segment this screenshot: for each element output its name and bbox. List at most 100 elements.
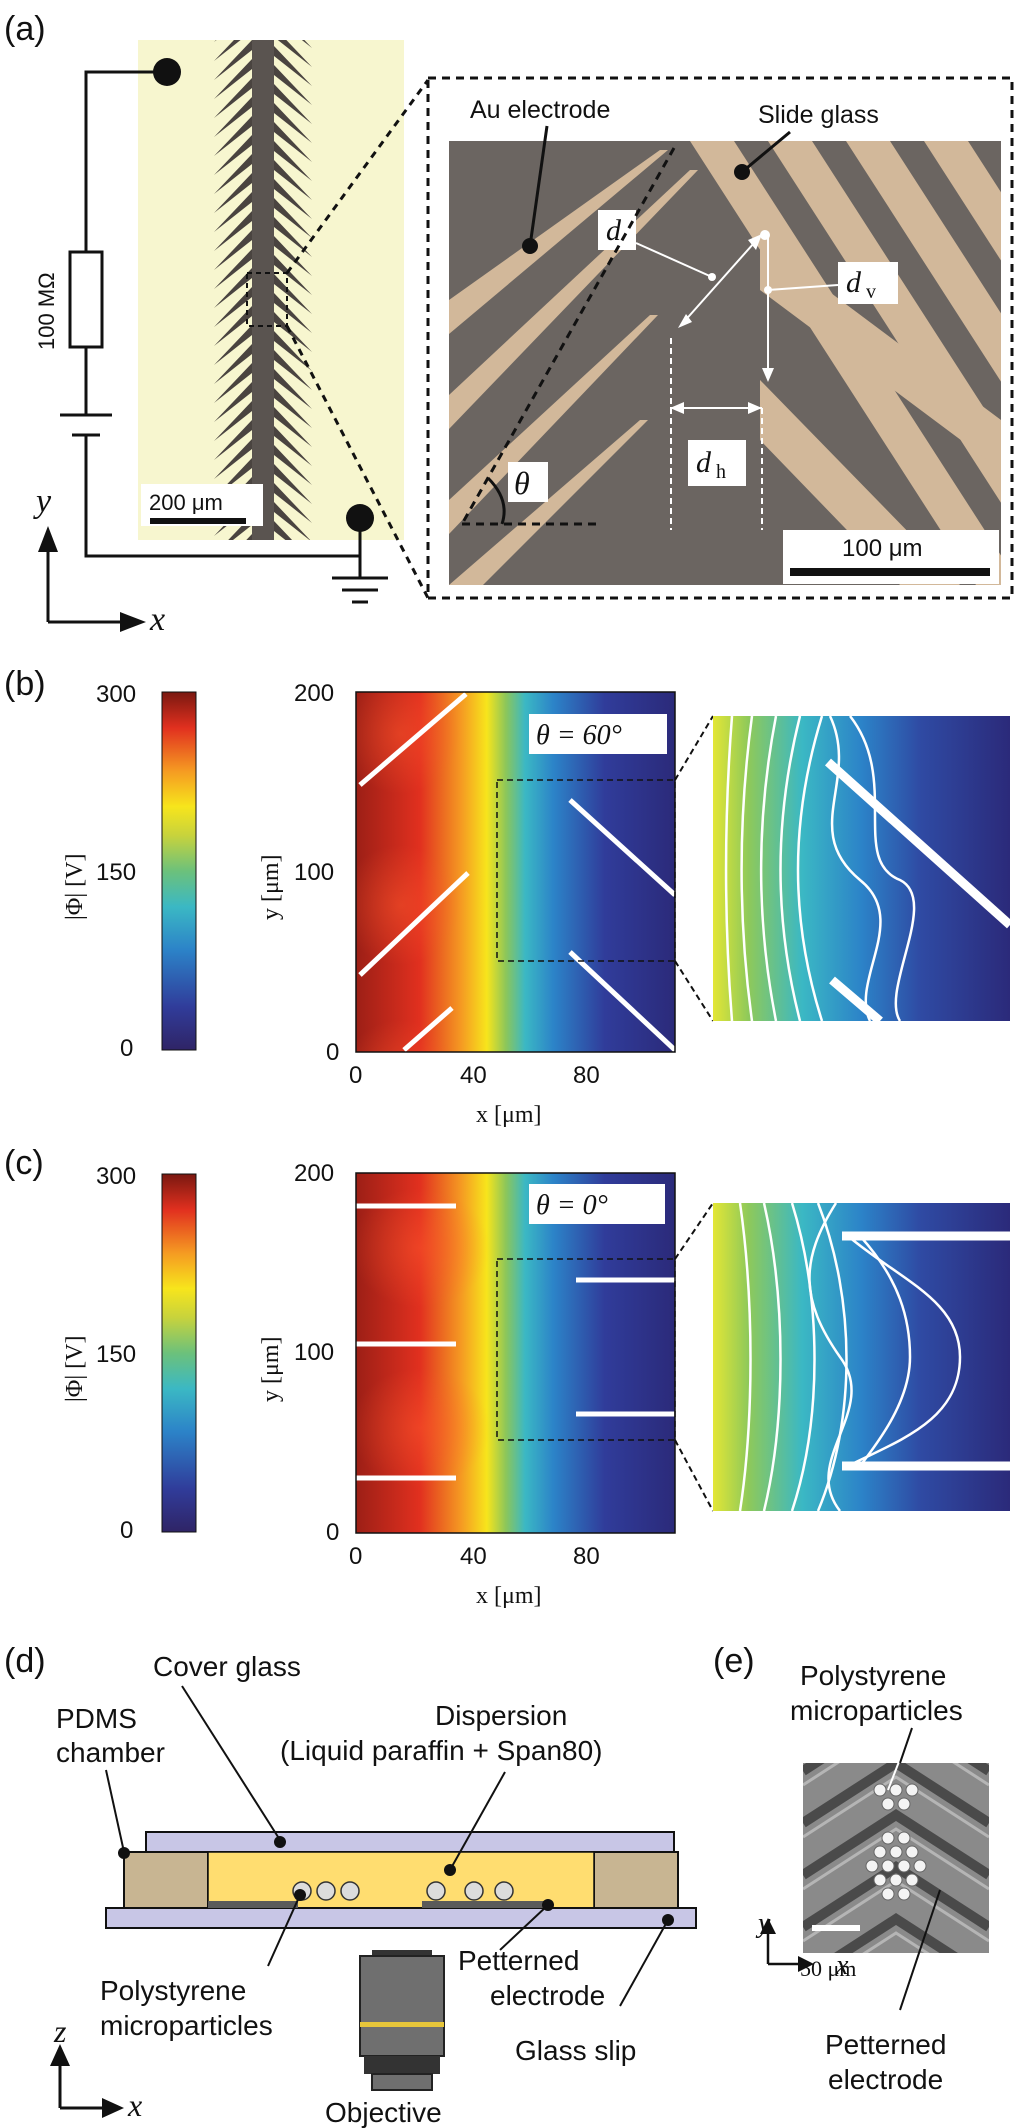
dh-label: d <box>696 446 712 479</box>
tooth-right <box>274 464 312 504</box>
tooth-right <box>274 236 312 276</box>
axis-x-label-d: x <box>127 2087 142 2123</box>
tooth-left <box>214 268 252 308</box>
b-ytick-200: 200 <box>294 680 334 707</box>
label-ps-1: Polystyrene <box>100 1975 246 2006</box>
tooth-right <box>274 103 312 143</box>
zoom-map-c <box>713 1203 1010 1511</box>
zoom-frame <box>426 76 1014 600</box>
microparticle <box>905 1873 919 1887</box>
objective-icon <box>359 1950 445 2091</box>
electrode-chevron <box>834 1913 958 1953</box>
microparticle <box>905 1845 919 1859</box>
field-map-c <box>355 1172 676 1534</box>
tooth-left <box>214 591 252 631</box>
hotspot <box>356 1188 490 1308</box>
dv-subscript: v <box>866 281 876 303</box>
cbar-b-tick-0: 0 <box>120 1035 133 1062</box>
particle <box>426 1881 446 1901</box>
dispersion <box>207 1851 595 1909</box>
cbar-c-tick-150: 150 <box>96 1341 136 1368</box>
microparticle <box>913 1859 927 1873</box>
cbar-c-tick-0: 0 <box>120 1517 133 1544</box>
particle <box>316 1881 336 1901</box>
tooth-left <box>214 40 217 42</box>
cbar-b-label: |Φ| [V] <box>62 854 88 920</box>
cbar-b-tick-150: 150 <box>96 859 136 886</box>
tooth-left <box>214 363 252 403</box>
electrode-line <box>358 871 470 977</box>
tooth-right <box>274 350 312 390</box>
tooth-left <box>214 154 252 194</box>
tooth-left <box>214 287 252 327</box>
equipotential-line <box>808 1203 853 1511</box>
d-label: d <box>606 214 622 247</box>
particle <box>340 1881 360 1901</box>
electrode-line <box>824 758 1010 929</box>
microparticle <box>889 1873 903 1887</box>
au-stripe <box>846 141 1001 382</box>
d-box <box>598 210 636 250</box>
label-cover-glass: Cover glass <box>153 1651 301 1682</box>
tooth-left <box>214 439 252 479</box>
hotspot <box>356 1368 490 1488</box>
leader-particles <box>267 1894 301 1967</box>
tooth-right <box>274 312 312 352</box>
b-ylabel: y [μm] <box>258 854 284 920</box>
dot-glass <box>734 164 750 180</box>
electrode-chevron <box>803 1861 989 1932</box>
leader-e-electrode <box>899 1889 941 2011</box>
theta-60-label: θ = 60° <box>536 720 622 751</box>
dv-label: d <box>846 266 862 299</box>
tooth-right <box>274 179 312 219</box>
label-au-electrode: Au electrode <box>470 96 610 124</box>
axis-x-label: x <box>149 601 165 638</box>
electrode-line <box>358 692 468 787</box>
zoom-region-box <box>246 272 288 327</box>
panel-d: (d) Cover glass PDMS chamber Dispersion … <box>4 1642 697 2128</box>
tooth-right <box>274 160 312 200</box>
axis-x-label-e: x <box>835 1950 849 1981</box>
b-xlabel: x [μm] <box>476 1102 542 1128</box>
b-xtick-80: 80 <box>573 1062 600 1089</box>
particles-d <box>292 1881 514 1901</box>
pdms-right <box>593 1851 679 1909</box>
label-pe-2: electrode <box>490 1980 605 2011</box>
axis-y-label-e: y <box>755 1908 771 1939</box>
equipotential-line <box>790 1203 816 1511</box>
tooth-right <box>301 40 312 48</box>
microparticle <box>881 1797 895 1811</box>
tooth-left <box>214 325 252 365</box>
tooth-left <box>214 211 252 251</box>
microparticle <box>897 1887 911 1901</box>
zoom-line-c-top <box>674 1202 714 1260</box>
tooth-right <box>274 141 312 181</box>
particle <box>464 1881 484 1901</box>
electrode-edge <box>803 1775 989 1839</box>
tooth-left <box>214 116 252 156</box>
tooth-left <box>214 173 252 213</box>
electrode-line <box>568 950 675 1052</box>
tooth-right <box>274 122 312 162</box>
electrode-chevron <box>803 1607 989 1667</box>
equipotential-line <box>796 716 824 1021</box>
tooth-right <box>274 369 312 409</box>
colorbar-c <box>161 1173 197 1533</box>
optical-image-left <box>138 40 404 637</box>
resistor-label: 100 MΩ <box>34 272 59 350</box>
leader-glass-slip <box>619 1919 669 2007</box>
tooth-right <box>274 521 293 540</box>
panel-a: (a) 100 MΩ 200 μm <box>4 10 1014 638</box>
microparticle <box>881 1887 895 1901</box>
panel-c: (c) 300 150 0 |Φ| [V] θ = 0° 200 100 0 0… <box>4 1144 1010 1609</box>
colorbar-b <box>161 691 197 1051</box>
tooth-right <box>274 84 312 124</box>
leader-dispersion <box>449 1771 506 1871</box>
tooth-right <box>274 597 312 637</box>
tooth-right <box>274 46 312 86</box>
panel-d-label: (d) <box>4 1642 46 1680</box>
tooth-right <box>274 559 312 599</box>
au-stripe <box>449 315 658 534</box>
tooth-right <box>274 198 312 238</box>
microparticle <box>905 1783 919 1797</box>
